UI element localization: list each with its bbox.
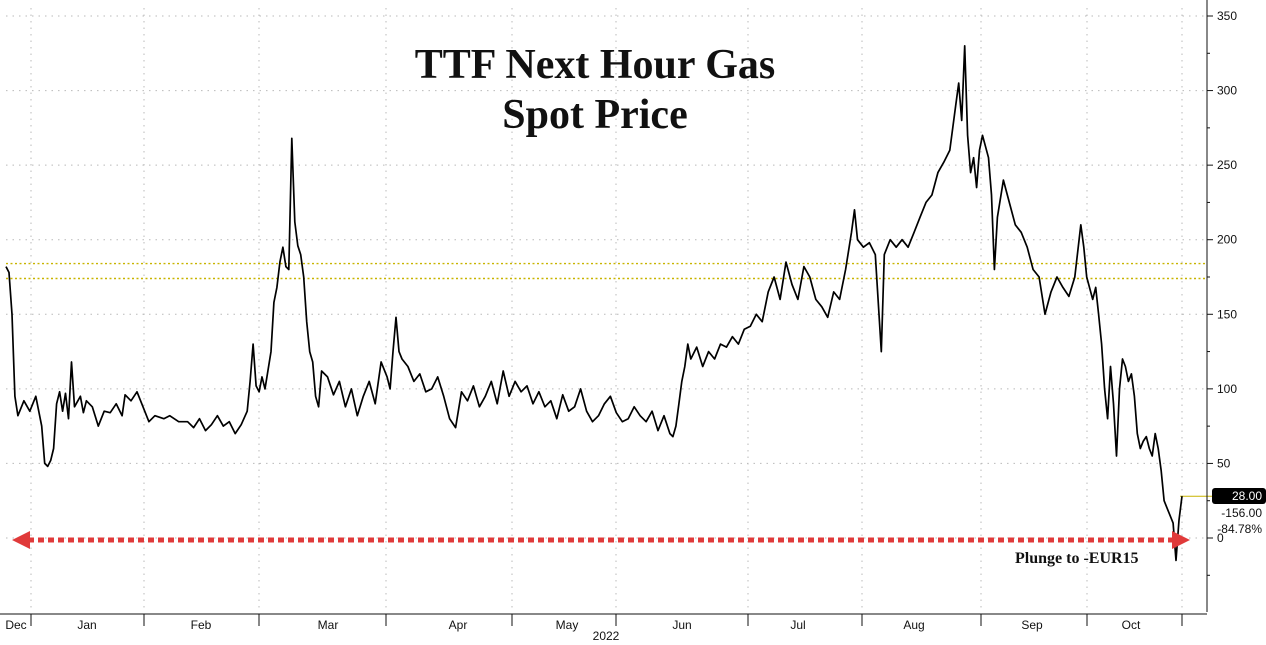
y-tick-label-7: 350: [1217, 9, 1237, 23]
x-tick-label-mar: Mar: [318, 618, 339, 632]
x-tick-label-aug: Aug: [903, 618, 924, 632]
reference-lines: [6, 262, 1212, 497]
x-tick-label-sep: Sep: [1021, 618, 1043, 632]
y-tick-label-4: 200: [1217, 233, 1237, 247]
x-tick-label-feb: Feb: [191, 618, 212, 632]
y-tick-label-6: 300: [1217, 84, 1237, 98]
y-tick-label-5: 250: [1217, 158, 1237, 172]
series-layer: [5, 44, 1183, 562]
x-axis-label: 2022: [593, 629, 620, 643]
x-tick-label-apr: Apr: [449, 618, 468, 632]
change-value-tag: -156.00: [1221, 506, 1262, 520]
plunge-arrow-head-left: [12, 531, 30, 549]
x-tick-label-may: May: [556, 618, 579, 632]
x-tick-label-oct: Oct: [1122, 618, 1141, 632]
plunge-arrow-head-right: [1172, 531, 1190, 549]
axis-layer: 0 50 100 150 200 250 300 350 Dec Jan Feb Mar Apr May J…: [0, 0, 1237, 632]
last-value-tag: 28.00: [1232, 489, 1262, 503]
x-tick-label-dec: Dec: [5, 618, 26, 632]
chart-title-line-1: TTF Next Hour Gas: [415, 42, 776, 88]
y-tick-label-1: 50: [1217, 456, 1231, 470]
change-percent-tag: -84.78%: [1217, 522, 1262, 536]
chart-title-line-2: Spot Price: [502, 92, 687, 138]
plunge-arrow: [12, 531, 1190, 549]
last-value-tag-bg: [1212, 488, 1266, 504]
x-tick-label-jul: Jul: [790, 618, 805, 632]
y-tick-label-2: 100: [1217, 382, 1237, 396]
y-tick-label-0: 0: [1217, 531, 1224, 545]
plunge-annotation: Plunge to -EUR15: [1015, 550, 1139, 567]
x-tick-label-jun: Jun: [672, 618, 691, 632]
y-tick-label-3: 150: [1217, 307, 1237, 321]
value-tags: 28.00 -156.00 -84.78%: [1212, 488, 1266, 536]
price-series-line-0: [5, 44, 1183, 562]
x-tick-label-jan: Jan: [77, 618, 96, 632]
